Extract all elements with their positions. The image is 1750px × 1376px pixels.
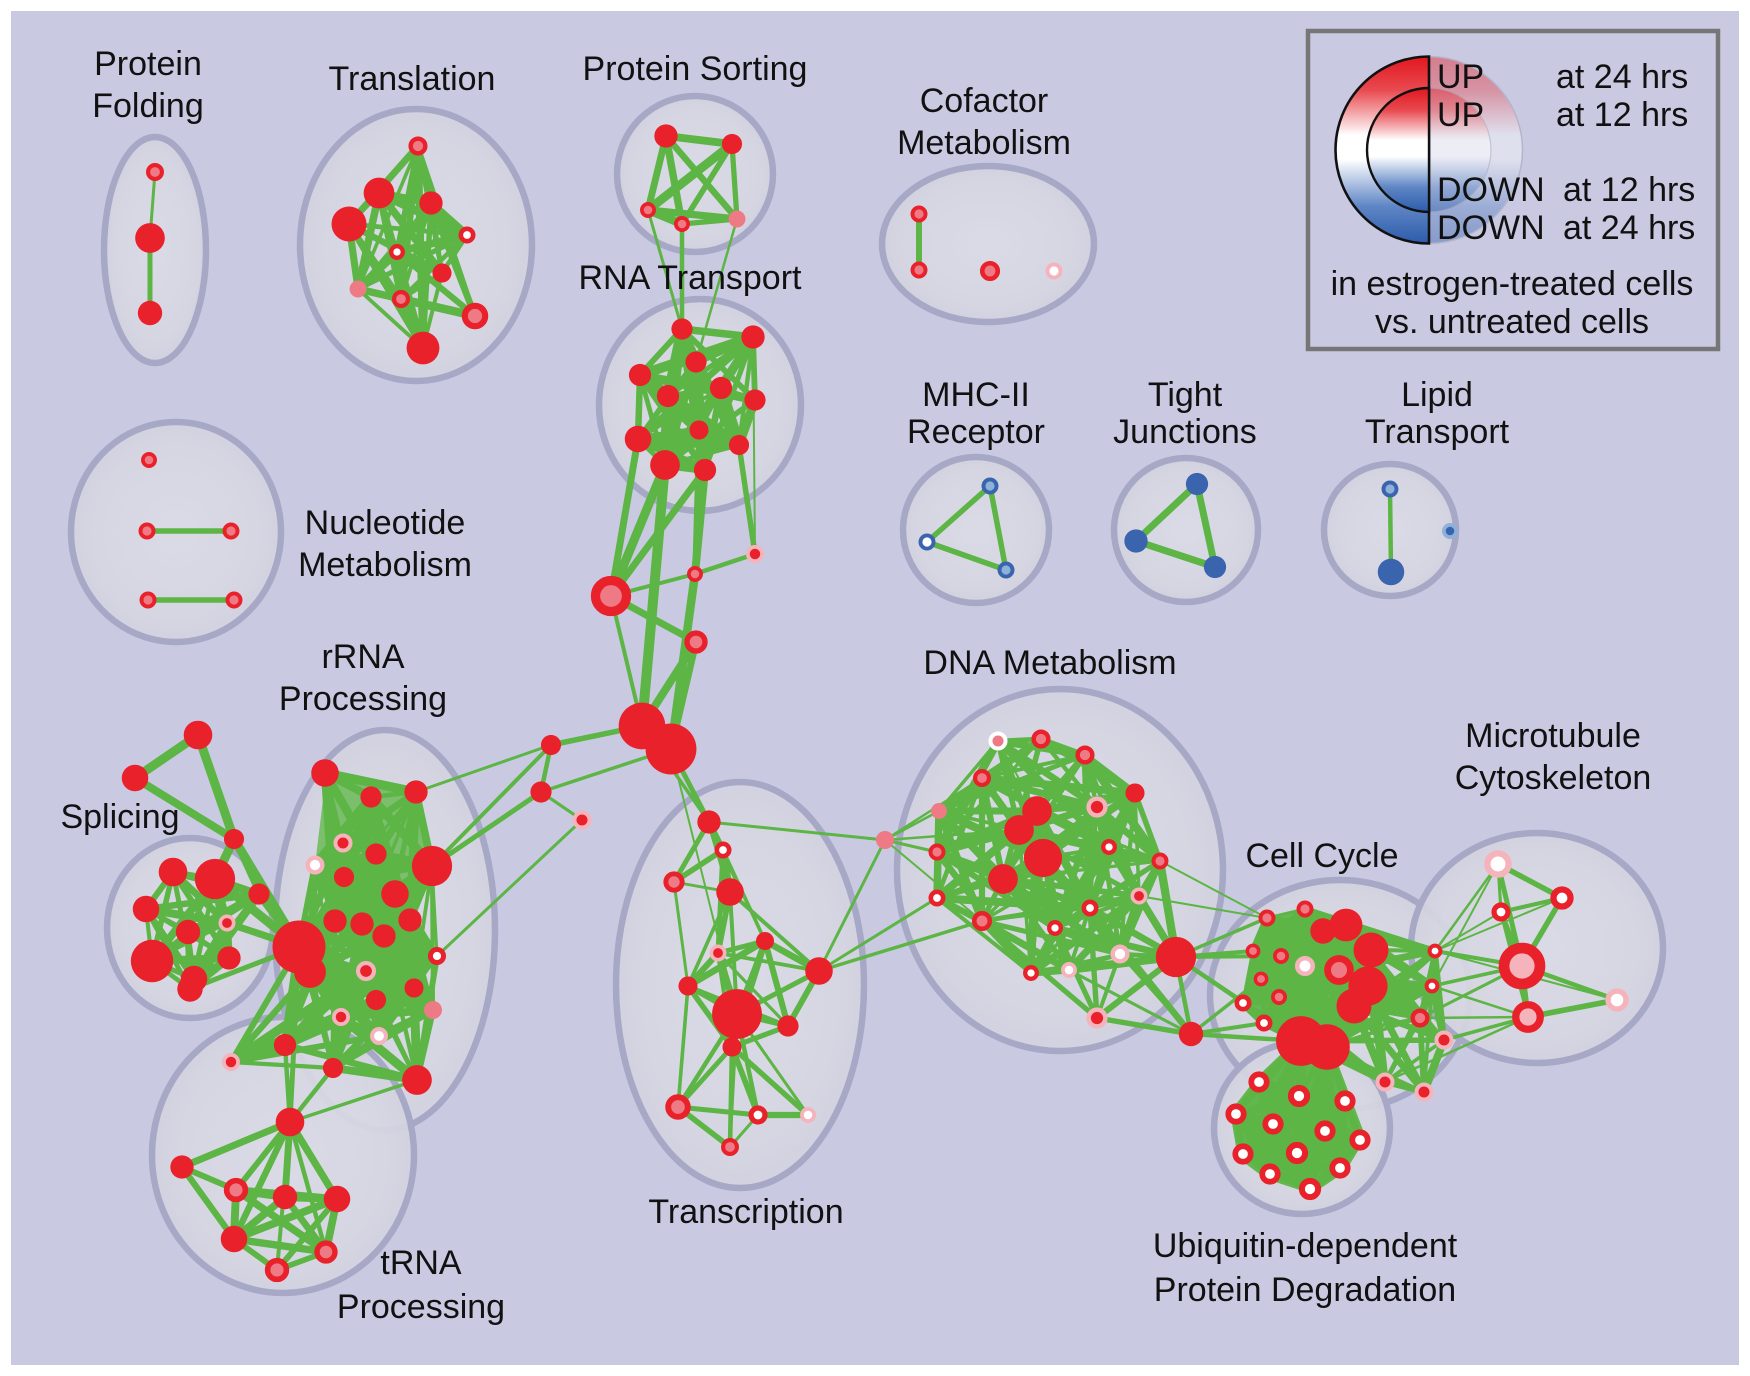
svg-text:Processing: Processing (279, 680, 447, 718)
svg-text:UP: UP (1437, 58, 1484, 96)
svg-text:Receptor: Receptor (907, 413, 1045, 451)
svg-text:Junctions: Junctions (1113, 413, 1257, 451)
svg-text:Cell Cycle: Cell Cycle (1245, 837, 1398, 875)
svg-text:MHC-II: MHC-II (922, 376, 1030, 414)
svg-text:Lipid: Lipid (1401, 376, 1473, 414)
svg-text:RNA Transport: RNA Transport (579, 259, 803, 297)
svg-text:rRNA: rRNA (321, 638, 404, 676)
svg-text:DNA Metabolism: DNA Metabolism (923, 644, 1176, 682)
svg-text:Protein Degradation: Protein Degradation (1154, 1271, 1456, 1309)
svg-text:at 12 hrs: at 12 hrs (1556, 96, 1688, 134)
svg-text:Metabolism: Metabolism (897, 124, 1071, 162)
svg-text:Tight: Tight (1148, 376, 1223, 414)
svg-text:Folding: Folding (92, 87, 204, 125)
svg-text:Cytoskeleton: Cytoskeleton (1455, 759, 1652, 797)
svg-text:at 24 hrs: at 24 hrs (1563, 209, 1695, 247)
svg-text:Protein Sorting: Protein Sorting (583, 50, 808, 88)
svg-text:Transcription: Transcription (648, 1193, 843, 1231)
svg-text:Nucleotide: Nucleotide (305, 504, 466, 542)
svg-text:Cofactor: Cofactor (920, 82, 1049, 120)
svg-text:UP: UP (1437, 96, 1484, 134)
svg-text:Transport: Transport (1365, 413, 1510, 451)
svg-text:Protein: Protein (94, 45, 202, 83)
svg-text:Processing: Processing (337, 1288, 505, 1326)
svg-text:Ubiquitin-dependent: Ubiquitin-dependent (1153, 1227, 1458, 1265)
svg-text:Splicing: Splicing (60, 798, 179, 836)
svg-text:Translation: Translation (329, 60, 496, 98)
svg-text:Microtubule: Microtubule (1465, 717, 1641, 755)
svg-text:DOWN: DOWN (1437, 171, 1545, 209)
svg-text:Metabolism: Metabolism (298, 546, 472, 584)
svg-text:in estrogen-treated cells: in estrogen-treated cells (1331, 265, 1694, 303)
svg-text:vs. untreated cells: vs. untreated cells (1375, 303, 1649, 341)
svg-text:DOWN: DOWN (1437, 209, 1545, 247)
svg-text:at 12 hrs: at 12 hrs (1563, 171, 1695, 209)
svg-text:at 24 hrs: at 24 hrs (1556, 58, 1688, 96)
svg-text:tRNA: tRNA (380, 1244, 462, 1282)
